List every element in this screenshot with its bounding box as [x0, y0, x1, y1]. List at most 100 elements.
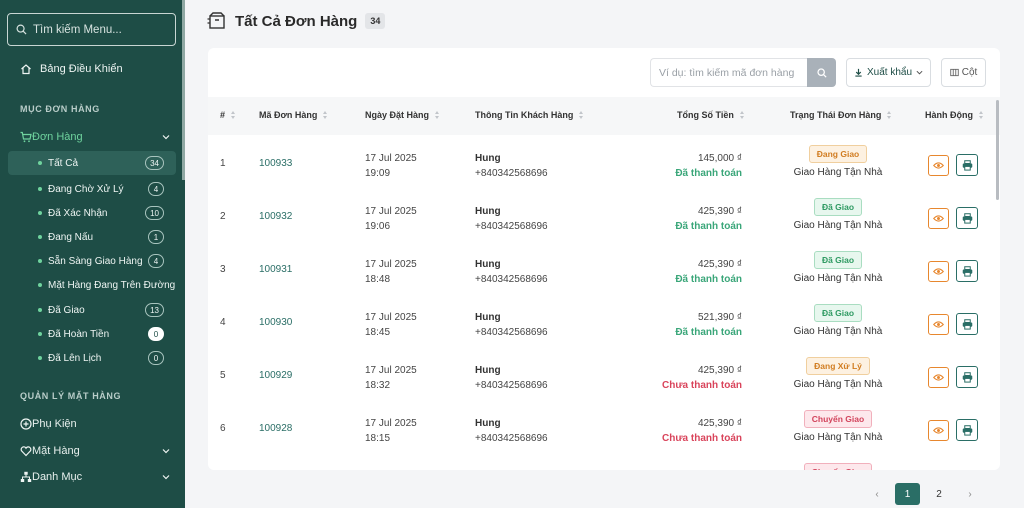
shipping-method: Giao Hàng Tận Nhà — [793, 167, 883, 178]
print-button[interactable] — [956, 207, 978, 229]
sidebar-item-count: 4 — [148, 254, 164, 268]
sidebar-item-delivered[interactable]: Đã Giao 13 — [8, 298, 176, 322]
sidebar-item-label: Sẵn Sàng Giao Hàng — [48, 255, 143, 267]
cell-num: 4 — [220, 317, 226, 328]
order-time: 18:48 — [365, 274, 391, 285]
sidebar-item-scheduled[interactable]: Đã Lên Lịch 0 — [8, 346, 176, 370]
order-search-input[interactable]: Ví dụ: tìm kiếm mã đơn hàng — [650, 58, 808, 87]
customer-name: Hung — [475, 206, 501, 217]
view-button[interactable] — [928, 314, 949, 335]
bullet-icon — [38, 332, 42, 336]
table-row: 1 100933 17 Jul 2025 19:09 Hung +840342568696… — [208, 135, 1000, 188]
table-row: 4 100930 17 Jul 2025 18:45 Hung +840342568696… — [208, 294, 1000, 347]
print-button[interactable] — [956, 419, 978, 441]
sidebar-item-confirmed[interactable]: Đã Xác Nhận 10 — [8, 201, 176, 225]
sidebar-item-pending[interactable]: Đang Chờ Xử Lý 4 — [8, 177, 176, 201]
cell-customer: Hung +840342568696 — [475, 204, 548, 234]
pagination-page-2[interactable]: 2 — [936, 488, 942, 500]
th-actions[interactable]: Hành Động — [925, 110, 984, 120]
pagination-next[interactable]: › — [968, 488, 972, 500]
payment-status: Đã thanh toán — [675, 168, 742, 179]
export-button[interactable]: Xuất khẩu — [846, 58, 931, 87]
th-total[interactable]: Tổng Số Tiền — [677, 110, 745, 120]
cell-num: 2 — [220, 211, 226, 222]
customer-phone: +840342568696 — [475, 168, 548, 179]
sidebar-item-in-transit[interactable]: Mặt Hàng Đang Trên Đường — [8, 273, 176, 297]
order-id-link[interactable]: 100930 — [259, 317, 293, 328]
sort-icon — [323, 111, 328, 119]
customer-name: Hung — [475, 365, 501, 376]
print-button[interactable] — [956, 366, 978, 388]
order-amount: 425,390 ₫ — [697, 418, 742, 429]
sidebar-item-refunded[interactable]: Đã Hoàn Tiền 0 — [8, 322, 176, 346]
order-id-link[interactable]: 100933 — [259, 158, 293, 169]
bullet-icon — [38, 211, 42, 215]
chevron-down-icon — [162, 475, 170, 480]
view-button[interactable] — [928, 420, 949, 441]
order-id-link[interactable]: 100931 — [259, 264, 293, 275]
print-button[interactable] — [956, 313, 978, 335]
columns-button[interactable]: Cột — [941, 58, 986, 87]
customer-name: Hung — [475, 153, 501, 164]
customer-name: Hung — [475, 312, 501, 323]
view-button[interactable] — [928, 155, 949, 176]
pagination-page-1[interactable]: 1 — [895, 483, 920, 505]
sidebar-item-count: 4 — [148, 182, 164, 196]
customer-name: Hung — [475, 259, 501, 270]
view-button[interactable] — [928, 367, 949, 388]
order-id-link[interactable]: 100932 — [259, 211, 293, 222]
customer-phone: +840342568696 — [475, 327, 548, 338]
bullet-icon — [38, 187, 42, 191]
eye-icon — [933, 321, 944, 328]
th-num[interactable]: # — [220, 110, 236, 120]
bullet-icon — [38, 356, 42, 360]
view-button[interactable] — [928, 261, 949, 282]
sidebar-item-label: Mặt Hàng Đang Trên Đường — [48, 279, 176, 291]
sidebar-item-count: 1 — [148, 230, 164, 244]
nav-group-orders[interactable]: Đơn Hàng — [20, 131, 170, 143]
chevron-down-icon — [916, 70, 923, 75]
nav-accessories-label: Phụ Kiện — [32, 418, 77, 430]
nav-dashboard[interactable]: Bảng Điều Khiển — [20, 63, 123, 75]
order-search-button[interactable] — [807, 58, 836, 87]
order-id-link[interactable]: 100928 — [259, 423, 293, 434]
view-button[interactable] — [928, 208, 949, 229]
sidebar-item-ready[interactable]: Sẵn Sàng Giao Hàng 4 — [8, 249, 176, 273]
cell-date: 17 Jul 2025 18:32 — [365, 363, 417, 393]
menu-search-input[interactable]: Tìm kiếm Menu... — [7, 13, 176, 46]
sidebar-item-label: Đã Xác Nhận — [48, 207, 108, 219]
th-num-label: # — [220, 110, 226, 120]
sidebar-item-cooking[interactable]: Đang Nấu 1 — [8, 225, 176, 249]
th-actions-label: Hành Động — [925, 110, 973, 120]
sidebar-item-count: 34 — [145, 156, 164, 170]
sidebar-scrollbar[interactable] — [182, 0, 185, 180]
table-scrollbar[interactable] — [996, 100, 999, 200]
cell-customer: Hung — [475, 469, 501, 470]
th-status[interactable]: Trạng Thái Đơn Hàng — [790, 110, 892, 120]
sidebar-item-label: Đã Lên Lịch — [48, 352, 102, 364]
th-customer-label: Thông Tin Khách Hàng — [475, 110, 574, 120]
nav-group-items[interactable]: Mặt Hàng — [20, 445, 170, 457]
th-customer[interactable]: Thông Tin Khách Hàng — [475, 110, 584, 120]
order-id-link[interactable]: 100929 — [259, 370, 293, 381]
cell-num: 5 — [220, 370, 226, 381]
print-button[interactable] — [956, 154, 978, 176]
printer-icon — [962, 212, 972, 224]
th-order[interactable]: Mã Đơn Hàng — [259, 110, 328, 120]
nav-accessories[interactable]: Phụ Kiện — [20, 418, 170, 430]
page-header: Tất Cả Đơn Hàng 34 — [207, 12, 386, 30]
print-button[interactable] — [956, 260, 978, 282]
cell-total: 425,390 ₫ Đã thanh toán — [675, 257, 742, 287]
order-date: 17 Jul 2025 — [365, 312, 417, 323]
cell-total: 425,390 ₫ Chưa thanh toán — [662, 416, 742, 446]
order-date: 17 Jul 2025 — [365, 469, 417, 470]
order-amount: 425,390 ₫ — [697, 365, 742, 376]
sidebar-item-all[interactable]: Tất Cả 34 — [8, 151, 176, 175]
sort-icon — [231, 111, 236, 119]
pagination-prev[interactable]: ‹ — [875, 488, 879, 500]
th-date[interactable]: Ngày Đặt Hàng — [365, 110, 440, 120]
bullet-icon — [38, 161, 42, 165]
nav-group-categories[interactable]: Danh Mục — [20, 471, 170, 483]
cell-customer: Hung +840342568696 — [475, 257, 548, 287]
status-badge: Đã Giao — [813, 304, 863, 322]
